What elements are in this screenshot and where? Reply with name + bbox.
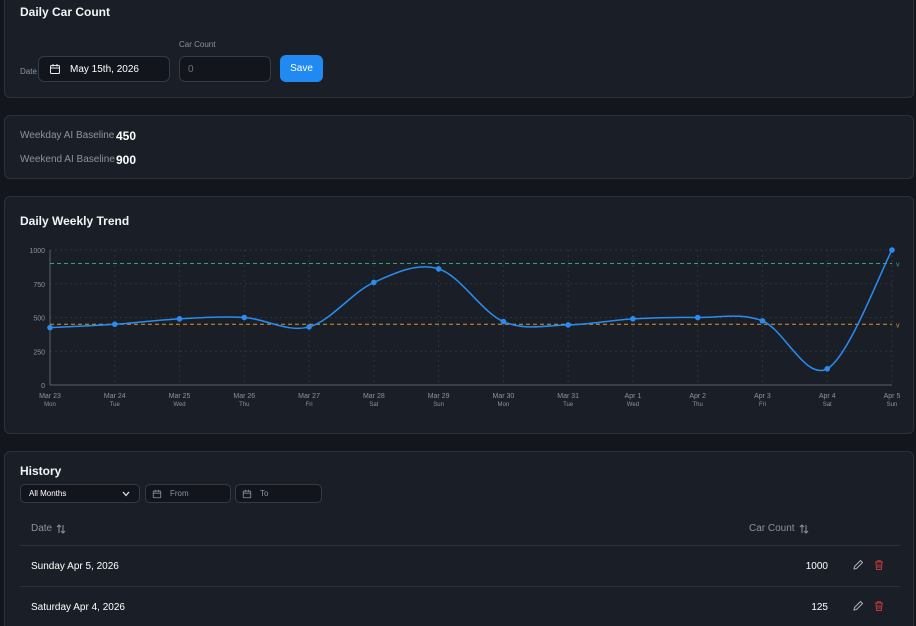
x-tick-label: Mar 23 <box>39 393 61 400</box>
x-tick-day-label: Thu <box>239 402 249 408</box>
edit-icon[interactable] <box>852 600 864 612</box>
car-count-column-header[interactable]: Car Count <box>749 523 809 534</box>
x-tick-label: Apr 4 <box>819 393 836 400</box>
y-tick-label: 750 <box>33 282 45 289</box>
to-date-field[interactable]: To <box>235 484 322 503</box>
x-tick-label: Apr 5 <box>884 393 901 400</box>
data-point <box>889 247 895 253</box>
data-point <box>176 316 183 322</box>
calendar-icon <box>50 64 60 74</box>
entry-card: Daily Car Count Car Count Date May 15th,… <box>4 0 914 98</box>
history-title: History <box>20 464 62 478</box>
weekday-baseline-value: 450 <box>116 129 137 143</box>
car-count-label: Car Count <box>179 40 216 49</box>
data-point <box>111 321 118 328</box>
x-tick-day-label: Fri <box>759 402 766 408</box>
car-count-input[interactable]: 0 <box>179 56 271 82</box>
x-tick-day-label: Tue <box>563 402 574 408</box>
from-placeholder: From <box>170 489 189 498</box>
row-count: 125 <box>811 602 828 613</box>
data-point <box>824 366 831 372</box>
car-count-series-line <box>49 249 893 372</box>
table-row: Sunday Apr 5, 2026 1000 <box>20 545 900 586</box>
row-date: Saturday Apr 4, 2026 <box>31 602 125 613</box>
y-tick-label: 1000 <box>29 248 45 255</box>
x-tick-day-label: Mon <box>44 402 56 408</box>
x-tick-label: Mar 24 <box>104 393 126 400</box>
data-point <box>759 318 766 324</box>
date-label: Date <box>20 67 37 76</box>
x-tick-day-label: Sat <box>369 402 378 408</box>
baseline-card: Weekday AI Baseline 450 Weekend AI Basel… <box>4 115 914 179</box>
x-tick-day-label: Sat <box>823 402 832 408</box>
x-tick-day-label: Thu <box>693 402 703 408</box>
to-placeholder: To <box>260 489 269 498</box>
x-tick-day-label: Wed <box>173 402 185 408</box>
data-point <box>241 314 248 321</box>
reference-line-marker: v <box>896 322 900 329</box>
x-tick-day-label: Fri <box>306 402 313 408</box>
data-point <box>500 318 507 325</box>
trend-chart: 0 250 500 750 1000 Mar 23 Mon Mar 24 Tue Mar 25 We… <box>29 247 901 408</box>
weekday-baseline-label: Weekday AI Baseline <box>20 130 115 141</box>
date-value: May 15th, 2026 <box>70 63 139 75</box>
x-tick-label: Apr 3 <box>754 393 771 400</box>
y-tick-label: 0 <box>41 383 45 390</box>
x-tick-label: Apr 1 <box>625 393 642 400</box>
reference-line-marker: v <box>896 262 900 269</box>
save-button[interactable]: Save <box>280 55 323 82</box>
calendar-icon <box>152 489 162 498</box>
car-count-column-label: Car Count <box>749 523 795 534</box>
sort-icon <box>799 523 808 534</box>
data-point <box>371 279 377 286</box>
x-tick-day-label: Sun <box>887 402 898 408</box>
history-card: History All Months From To Date Car Coun… <box>4 451 914 626</box>
data-point <box>630 316 636 322</box>
y-tick-label: 500 <box>33 316 45 323</box>
trend-card: Daily Weekly Trend 0 250 500 750 1000 Mar 23 M… <box>4 196 914 434</box>
x-tick-label: Mar 26 <box>233 393 255 400</box>
car-count-placeholder: 0 <box>188 63 194 75</box>
row-date: Sunday Apr 5, 2026 <box>31 561 119 572</box>
weekend-baseline-label: Weekend AI Baseline <box>20 154 115 165</box>
row-count: 1000 <box>805 561 828 572</box>
date-picker[interactable]: May 15th, 2026 <box>38 56 170 82</box>
x-tick-label: Apr 2 <box>689 393 706 400</box>
data-point <box>694 314 701 321</box>
x-tick-label: Mar 28 <box>363 393 385 400</box>
x-tick-label: Mar 27 <box>298 393 320 400</box>
entry-title: Daily Car Count <box>20 5 111 19</box>
data-point <box>47 324 53 331</box>
delete-icon[interactable] <box>873 559 885 571</box>
delete-icon[interactable] <box>873 600 885 612</box>
x-tick-day-label: Wed <box>627 402 639 408</box>
chevron-down-icon <box>122 491 130 496</box>
x-tick-day-label: Sun <box>433 402 444 408</box>
x-tick-day-label: Mon <box>498 402 510 408</box>
x-tick-label: Mar 25 <box>169 393 191 400</box>
date-column-header[interactable]: Date <box>31 523 66 534</box>
edit-icon[interactable] <box>852 559 864 571</box>
data-point <box>306 324 312 330</box>
date-column-label: Date <box>31 523 53 534</box>
x-tick-label: Mar 29 <box>428 393 450 400</box>
sort-icon <box>56 523 66 534</box>
from-date-field[interactable]: From <box>145 484 231 503</box>
calendar-icon <box>242 489 252 498</box>
data-point <box>435 266 442 272</box>
weekend-baseline-value: 900 <box>116 153 137 167</box>
table-row: Saturday Apr 4, 2026 125 <box>20 586 900 626</box>
month-filter-value: All Months <box>29 489 67 498</box>
trend-title: Daily Weekly Trend <box>20 214 130 228</box>
x-tick-label: Mar 30 <box>492 393 514 400</box>
data-point <box>565 322 571 328</box>
x-tick-label: Mar 31 <box>557 393 579 400</box>
y-tick-label: 250 <box>33 349 45 356</box>
month-filter-select[interactable]: All Months <box>20 484 140 503</box>
x-tick-day-label: Tue <box>110 402 121 408</box>
